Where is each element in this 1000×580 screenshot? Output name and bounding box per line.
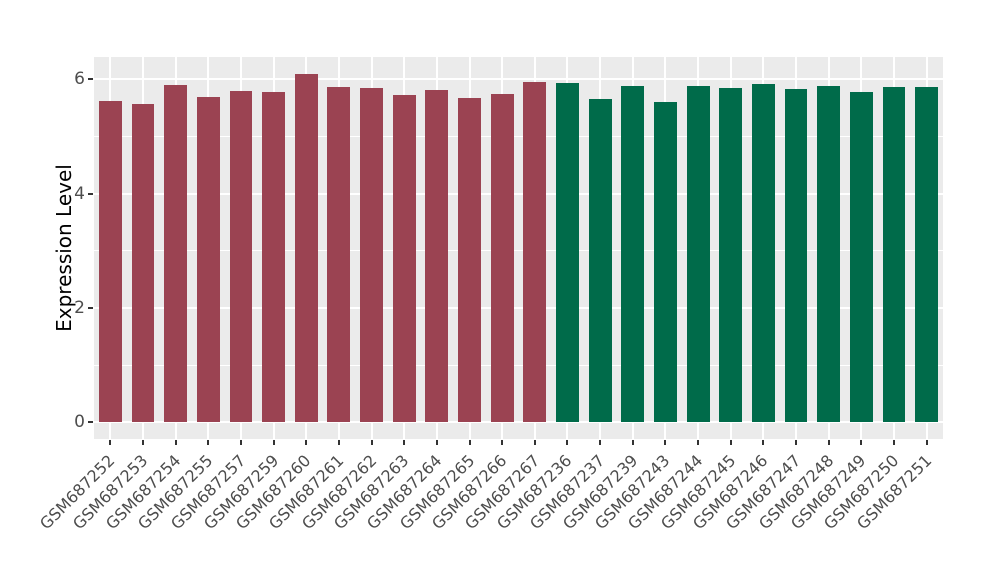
x-tick-mark	[860, 440, 863, 445]
bar-GSM687251	[915, 86, 939, 423]
bar-GSM687266	[490, 94, 514, 423]
x-tick-mark	[435, 440, 438, 445]
y-tick-label: 2	[74, 298, 85, 319]
y-tick-mark	[88, 307, 93, 310]
bar-GSM687255	[196, 97, 220, 423]
bar-GSM687265	[458, 98, 481, 423]
y-tick-label: 4	[74, 183, 85, 204]
x-tick-mark	[533, 440, 536, 445]
bar-GSM687257	[229, 91, 253, 423]
plot-panel	[94, 57, 943, 439]
bar-GSM687239	[621, 85, 645, 423]
minor-gridline	[94, 364, 943, 366]
x-tick-mark	[272, 440, 275, 445]
x-tick-mark	[893, 440, 896, 445]
x-tick-mark	[207, 440, 210, 445]
x-tick-mark	[141, 440, 144, 445]
y-tick-mark	[88, 421, 93, 424]
x-tick-mark	[370, 440, 373, 445]
bar-GSM687267	[523, 82, 547, 423]
x-tick-mark	[239, 440, 242, 445]
x-tick-mark	[305, 440, 308, 445]
bar-GSM687247	[784, 89, 808, 423]
bar-GSM687245	[719, 87, 743, 423]
x-tick-mark	[827, 440, 830, 445]
bar-GSM687236	[556, 82, 579, 423]
bar-GSM687260	[294, 73, 318, 423]
x-tick-mark	[697, 440, 700, 445]
x-tick-mark	[468, 440, 471, 445]
y-tick-label: 6	[74, 69, 85, 90]
x-tick-mark	[109, 440, 112, 445]
x-tick-mark	[729, 440, 732, 445]
x-tick-mark	[664, 440, 667, 445]
x-tick-mark	[501, 440, 504, 445]
x-tick-mark	[762, 440, 765, 445]
bar-GSM687252	[98, 101, 122, 423]
bar-GSM687249	[849, 91, 873, 423]
x-tick-mark	[925, 440, 928, 445]
x-tick-mark	[566, 440, 569, 445]
y-tick-mark	[88, 78, 93, 81]
bar-GSM687262	[360, 88, 383, 423]
bar-GSM687244	[686, 86, 710, 423]
bar-GSM687263	[392, 95, 416, 423]
bar-GSM687259	[262, 92, 285, 423]
bar-GSM687237	[588, 98, 612, 423]
y-tick-mark	[88, 192, 93, 195]
bar-GSM687246	[751, 84, 775, 423]
bar-GSM687261	[327, 86, 351, 423]
major-gridline	[94, 192, 943, 195]
x-tick-mark	[631, 440, 634, 445]
x-tick-mark	[337, 440, 340, 445]
bar-GSM687248	[817, 86, 841, 423]
y-tick-label: 0	[74, 412, 85, 433]
bar-GSM687264	[425, 90, 449, 423]
major-gridline	[94, 78, 943, 81]
bar-GSM687254	[164, 85, 188, 423]
bar-GSM687243	[654, 101, 677, 423]
minor-gridline	[94, 135, 943, 137]
major-gridline	[94, 307, 943, 310]
major-gridline	[94, 421, 943, 424]
bar-GSM687253	[131, 103, 155, 423]
x-tick-mark	[599, 440, 602, 445]
x-tick-mark	[795, 440, 798, 445]
y-axis-title: Expression Level	[52, 164, 76, 332]
bar-GSM687250	[882, 87, 906, 423]
minor-gridline	[94, 250, 943, 252]
x-tick-mark	[174, 440, 177, 445]
x-tick-mark	[403, 440, 406, 445]
